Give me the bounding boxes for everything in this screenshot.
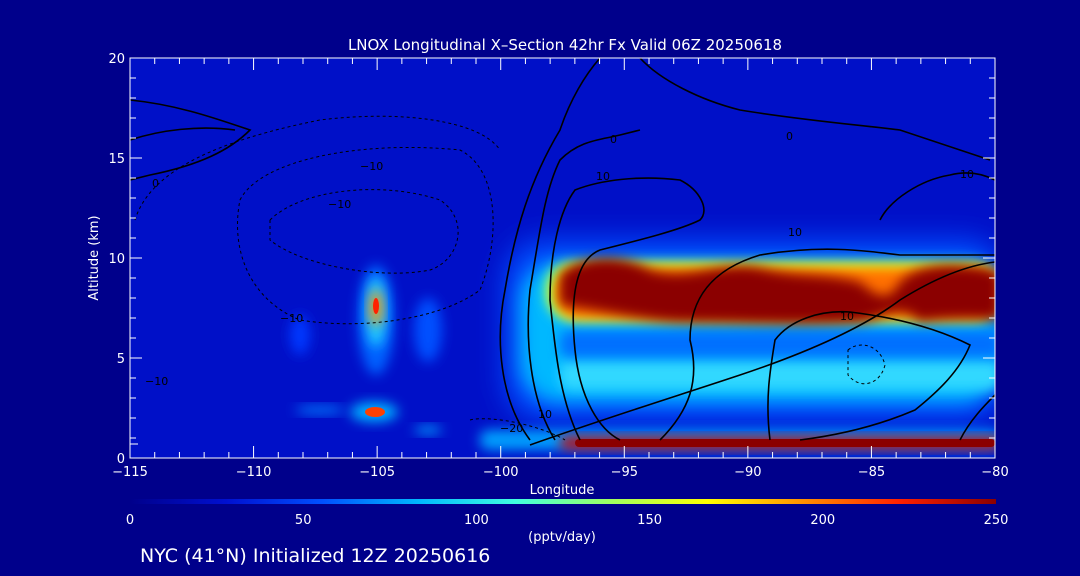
contour-line — [847, 344, 886, 385]
y-tick-label: 0 — [117, 452, 125, 467]
surface-streak-2 — [414, 426, 442, 434]
contour-label: 10 — [960, 168, 974, 181]
colorbar-tick-label: 200 — [810, 513, 835, 528]
colorbar-tick-label: 150 — [637, 513, 662, 528]
contour-line — [469, 418, 566, 441]
contour-line — [767, 310, 972, 441]
x-tick-label: −80 — [981, 465, 1008, 480]
contour-label: −10 — [280, 312, 303, 325]
column-108 — [290, 315, 310, 355]
y-tick-label: 15 — [108, 152, 125, 167]
x-tick-label: −115 — [112, 465, 148, 480]
y-axis: 0 5 10 15 20 — [108, 52, 995, 467]
contour-line — [499, 58, 601, 441]
contour-line — [529, 261, 995, 446]
contour-line — [879, 172, 995, 221]
surface-streak-1 — [295, 406, 345, 414]
chart-title: LNOX Longitudinal X–Section 42hr Fx Vali… — [348, 36, 782, 54]
x-tick-label: −90 — [734, 465, 761, 480]
contour-label: −10 — [328, 198, 351, 211]
x-tick-label: −105 — [359, 465, 395, 480]
contour-label: 10 — [788, 226, 802, 239]
contour-line — [134, 115, 501, 221]
contour-label: 10 — [840, 310, 854, 323]
colorbar-tick-label: 50 — [295, 513, 312, 528]
lnox-heatmap — [290, 240, 995, 450]
contour-line — [639, 58, 991, 161]
contour-line — [527, 129, 641, 441]
y-tick-label: 20 — [108, 52, 125, 67]
x-tick-label: −85 — [858, 465, 885, 480]
station-init-label: NYC (41°N) Initialized 12Z 20250616 — [140, 545, 490, 567]
contour-label: 10 — [596, 170, 610, 183]
contour-label: 0 — [152, 177, 159, 190]
dashed-contours — [134, 115, 886, 441]
anvil-lower-cyan — [560, 360, 995, 390]
contour-label: 10 — [538, 408, 552, 421]
x-tick-label: −100 — [483, 465, 519, 480]
contour-label: −10 — [360, 160, 383, 173]
x-tick-label: −110 — [236, 465, 272, 480]
surface-hotspot-core — [365, 407, 385, 417]
anvil-mid-blue — [560, 330, 995, 358]
colorbar-tick-label: 0 — [126, 513, 134, 528]
column-103 — [414, 298, 442, 362]
colorbar-tick-label: 100 — [464, 513, 489, 528]
contour-line — [659, 248, 995, 441]
y-axis-label: Altitude (km) — [87, 215, 102, 300]
contour-label: −10 — [145, 375, 168, 388]
contour-label-group: 0 0 0 −10 −10 −10 −10 10 10 10 10 10 −20 — [145, 130, 974, 435]
contour-label: −20 — [500, 422, 523, 435]
x-axis: −115 −110 −105 −100 −95 −90 −85 −80 — [112, 58, 1009, 480]
contour-label: 0 — [786, 130, 793, 143]
x-tick-label: −95 — [611, 465, 638, 480]
contour-lines — [130, 58, 995, 446]
contour-line — [237, 146, 494, 325]
boundary-layer-core — [575, 439, 995, 447]
colorbar-tick-label: 250 — [984, 513, 1009, 528]
y-tick-label: 5 — [117, 352, 125, 367]
anvil-core — [560, 258, 995, 324]
x-axis-label: Longitude — [530, 483, 595, 498]
colorbar — [130, 499, 996, 504]
contour-line — [549, 177, 705, 441]
contour-line — [130, 99, 252, 181]
column-105-peak — [373, 298, 379, 314]
contour-line — [130, 127, 236, 141]
colorbar-ticks: 0 50 100 150 200 250 — [126, 513, 1009, 528]
colorbar-unit-label: (pptv/day) — [528, 530, 596, 545]
contour-label: 0 — [610, 133, 617, 146]
y-tick-label: 10 — [108, 252, 125, 267]
